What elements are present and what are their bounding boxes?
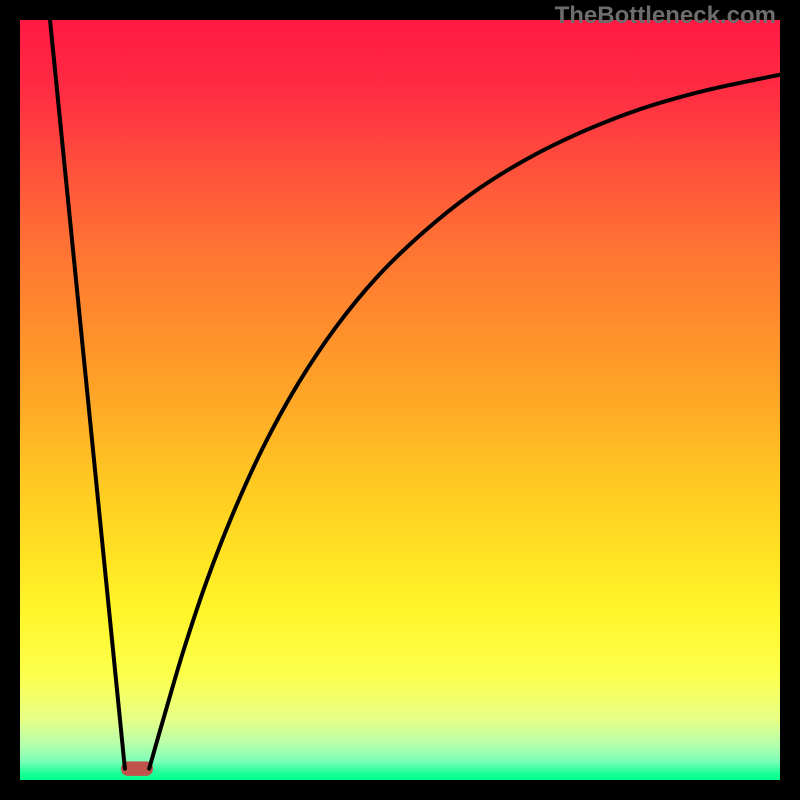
chart-container: TheBottleneck.com	[0, 0, 800, 800]
bottleneck-curve	[20, 20, 780, 780]
curve-left-segment	[50, 20, 125, 769]
watermark-text: TheBottleneck.com	[555, 2, 776, 30]
plot-area	[20, 20, 780, 780]
curve-right-segment	[149, 75, 780, 769]
